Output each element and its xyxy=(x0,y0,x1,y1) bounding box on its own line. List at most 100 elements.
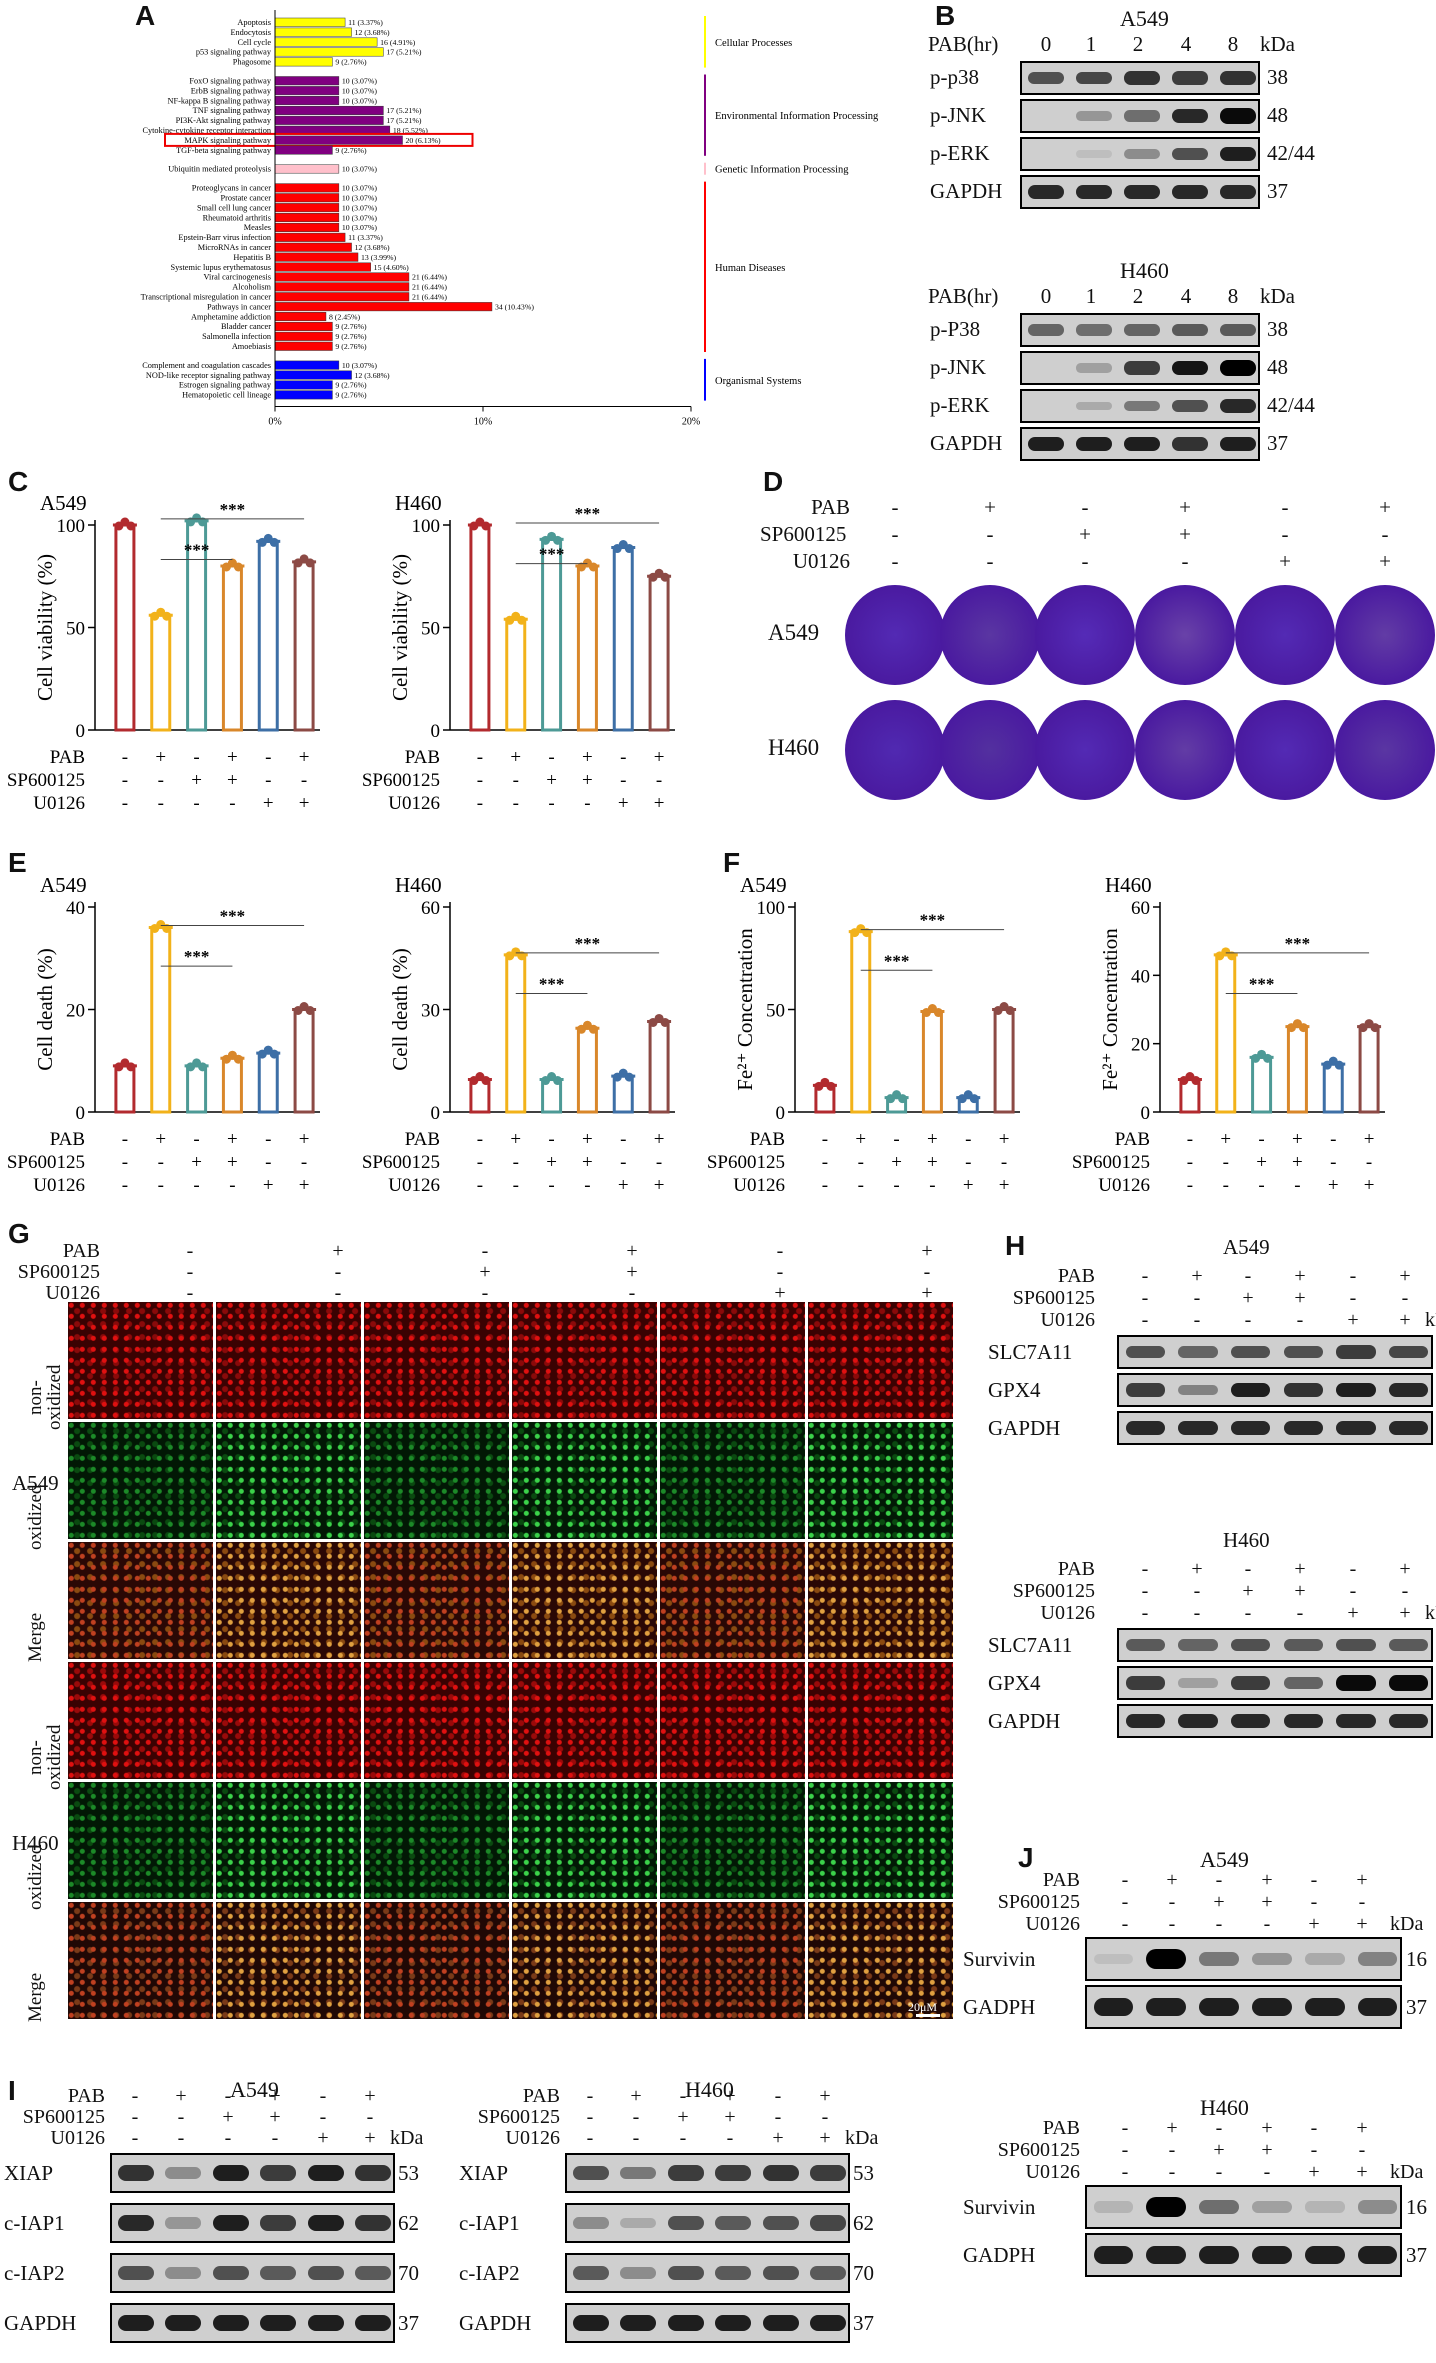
treatment-sign: - xyxy=(586,2127,594,2149)
kegg-bar xyxy=(274,232,346,242)
data-point xyxy=(660,572,670,582)
treatment-sign: + xyxy=(269,2106,281,2128)
blot-band xyxy=(1336,1421,1376,1435)
data-point xyxy=(126,521,136,531)
data-point xyxy=(517,615,527,625)
treatment-sign: - xyxy=(1193,1309,1201,1331)
blot-band xyxy=(1199,2199,1239,2215)
panel-label-g: G xyxy=(8,1218,30,1249)
panel-label-a: A xyxy=(135,0,156,31)
blot-band xyxy=(307,2214,344,2232)
treatment-sign: + xyxy=(1292,1152,1303,1173)
fluorescence-tile xyxy=(364,1542,509,1659)
blot-band xyxy=(1357,2245,1398,2265)
blot-band xyxy=(1124,148,1160,160)
blot-band xyxy=(1230,1382,1271,1398)
blot-band xyxy=(1076,324,1112,336)
pab-time-label: PAB(hr) xyxy=(928,32,999,56)
blot-band xyxy=(117,2165,154,2181)
kda-label: kDa xyxy=(1390,1913,1424,1935)
treatment-sign: - xyxy=(1244,1602,1252,1624)
treatment-sign: + xyxy=(921,1240,933,1262)
sig-stars: *** xyxy=(539,545,565,564)
kegg-term-label: NOD-like receptor signaling pathway xyxy=(146,371,272,380)
kegg-term-label: Epstein-Barr virus infection xyxy=(178,233,271,242)
blot-band xyxy=(572,2165,609,2181)
treatment-sign: + xyxy=(332,1240,344,1262)
blot-strip xyxy=(1117,1411,1433,1445)
blot-band xyxy=(1252,2245,1292,2265)
treatment-label: SP600125 xyxy=(7,770,85,791)
treatment-sign: - xyxy=(158,1152,164,1173)
blot-strip xyxy=(1020,61,1260,95)
bar xyxy=(576,564,598,732)
kegg-bar xyxy=(274,292,410,302)
treatment-sign: - xyxy=(1193,1287,1201,1309)
treatment-sign: - xyxy=(620,747,626,768)
blot-strip xyxy=(110,2203,395,2243)
panel-b-mapk-blots: A549 PAB(hr) 0 1 2 4 8 kDa p-p38 38 p-JNK 48 p-ERK 42… xyxy=(920,0,1436,470)
treatment-sign: - xyxy=(776,1240,784,1262)
blot-band xyxy=(1283,1638,1324,1651)
kda-value: 38 xyxy=(1267,317,1288,341)
kegg-bar xyxy=(274,27,352,37)
data-point xyxy=(198,1062,208,1072)
fluorescence-tile xyxy=(660,1662,805,1779)
treatment-sign: + xyxy=(774,1282,786,1304)
row-label-text: oxidized xyxy=(44,1724,65,1790)
bar xyxy=(469,523,491,732)
treatment-sign: + xyxy=(891,1152,902,1173)
kegg-bar-value: 12 (3.68%) xyxy=(355,243,390,252)
blot-band xyxy=(1304,1997,1345,2017)
treatment-sign: - xyxy=(1121,1891,1129,1913)
treatment-sign: - xyxy=(193,747,199,768)
kegg-term-label: Prostate cancer xyxy=(221,194,272,203)
treatment-sign: + xyxy=(1220,1129,1231,1150)
treatment-sign: + xyxy=(1308,2161,1320,2183)
blot-strip xyxy=(1020,389,1260,423)
kegg-term-label: Phagosome xyxy=(233,58,272,67)
chart-title: A549 xyxy=(40,873,87,897)
blot-band xyxy=(1146,1948,1187,1970)
blot-strip xyxy=(1020,99,1260,133)
kegg-bar xyxy=(274,145,333,155)
treatment-sign: + xyxy=(999,1175,1010,1196)
data-point xyxy=(198,517,208,527)
kda-label: kDa xyxy=(845,2127,879,2149)
treatment-sign: - xyxy=(477,770,483,791)
kegg-bar-value: 12 (3.68%) xyxy=(355,371,390,380)
treatment-sign: - xyxy=(477,1175,483,1196)
panel-label-e: E xyxy=(8,847,27,878)
treatment-sign: - xyxy=(122,747,128,768)
blot-band xyxy=(355,2314,392,2332)
treatment-label: U0126 xyxy=(733,1175,785,1196)
kegg-bar xyxy=(274,380,333,390)
sig-stars: *** xyxy=(539,974,565,993)
treatment-sign: - xyxy=(1141,1558,1149,1580)
kegg-term-label: Salmonella infection xyxy=(202,332,272,341)
treatment-sign: - xyxy=(1001,1152,1007,1173)
bar xyxy=(114,523,136,732)
treatment-label: U0126 xyxy=(1040,1602,1095,1624)
sig-stars: *** xyxy=(575,504,601,523)
kegg-bar xyxy=(274,47,384,57)
colony-dish xyxy=(1235,700,1335,800)
treatment-sign: - xyxy=(548,1129,554,1150)
treatment-sign: - xyxy=(1187,1129,1193,1150)
kegg-bar xyxy=(274,164,340,174)
chart-title: H460 xyxy=(1105,873,1152,897)
y-tick-label: 0 xyxy=(776,1103,786,1124)
treatment-sign: - xyxy=(193,793,199,814)
data-point xyxy=(305,1006,315,1015)
bar xyxy=(186,1064,208,1114)
blot-band xyxy=(212,2164,249,2182)
bar xyxy=(505,953,527,1114)
kda-label: kDa xyxy=(1390,2161,1424,2183)
blot-band xyxy=(1146,2196,1187,2218)
treatment-sign: - xyxy=(265,747,271,768)
kegg-term-label: Alcoholism xyxy=(232,283,271,292)
treatment-sign: + xyxy=(1294,1287,1306,1309)
blot-row-label: GAPDH xyxy=(988,1709,1061,1733)
blot-band xyxy=(1178,1678,1218,1688)
kegg-bar-value: 21 (6.44%) xyxy=(412,283,447,292)
